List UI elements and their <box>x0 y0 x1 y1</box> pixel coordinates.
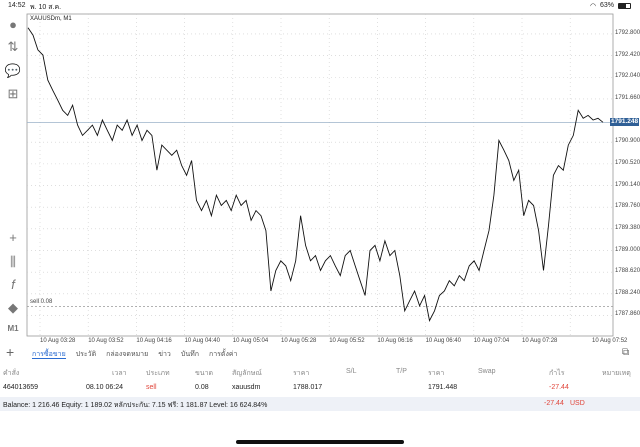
column-header-open-price[interactable]: ราคา <box>293 370 310 377</box>
chart-type-icon[interactable]: ⫼ <box>10 254 16 269</box>
status-bar: 14:52 พ. 10 ส.ค. ◠ 63% <box>0 0 640 12</box>
price-tick-label: 1787.860 <box>615 311 640 318</box>
column-header-price[interactable]: ราคา <box>428 370 445 377</box>
chat-icon[interactable]: 💬 <box>4 63 22 78</box>
time-tick-label: 10 Aug 05:52 <box>329 338 365 344</box>
price-tick-label: 1789.380 <box>615 224 640 231</box>
column-header-sl[interactable]: S/L <box>346 368 357 375</box>
time-tick-label: 10 Aug 06:40 <box>425 338 461 344</box>
terminal-tabs: + การซื้อขาย ประวัติ กล่องจดหมาย ข่าว บันทึก… <box>0 344 640 361</box>
cell-order: 464013659 <box>3 384 39 391</box>
cell-price: 1791.448 <box>428 384 458 391</box>
add-icon[interactable]: + <box>6 344 15 360</box>
time-tick-label: 10 Aug 04:16 <box>136 338 172 344</box>
total-profit: -27.44 <box>544 400 564 407</box>
price-tick-label: 1788.240 <box>615 289 640 296</box>
column-header-tp[interactable]: T/P <box>396 368 407 375</box>
column-header-symbol[interactable]: สัญลักษณ์ <box>232 370 262 377</box>
tab-trade[interactable]: การซื้อขาย <box>32 351 66 359</box>
cell-type: sell <box>146 384 157 391</box>
chart-frame <box>26 13 614 337</box>
column-header-time[interactable]: เวลา <box>112 370 127 377</box>
indicators-icon[interactable]: f <box>11 277 15 292</box>
price-tick-label: 1791.660 <box>615 94 640 101</box>
cell-time: 08.10 06:24 <box>86 384 123 391</box>
price-tick-label: 1788.620 <box>615 268 640 275</box>
column-header-type[interactable]: ประเภท <box>146 370 170 377</box>
time-tick-label: 10 Aug 03:52 <box>88 338 124 344</box>
price-tick-label: 1792.040 <box>615 73 640 80</box>
cell-volume: 0.08 <box>195 384 209 391</box>
cell-profit: -27.44 <box>549 384 569 391</box>
time-tick-label: 10 Aug 07:52 <box>592 338 628 344</box>
battery-icon <box>618 3 631 9</box>
current-price-tag: 1791.248 <box>610 118 640 127</box>
order-line-label: sell 0.08 <box>30 298 53 305</box>
cell-open-price: 1788.017 <box>293 384 323 391</box>
column-header-order[interactable]: คำสั่ง <box>3 370 20 377</box>
cell-symbol: xauusdm <box>232 384 261 391</box>
time-tick-label: 10 Aug 04:40 <box>184 338 220 344</box>
price-tick-label: 1790.140 <box>615 181 640 188</box>
account-icon[interactable]: ● <box>9 17 17 32</box>
tab-mailbox[interactable]: กล่องจดหมาย <box>106 351 149 358</box>
time-tick-label: 10 Aug 06:16 <box>377 338 413 344</box>
column-header-volume[interactable]: ขนาด <box>195 370 214 377</box>
time-tick-label: 10 Aug 03:28 <box>40 338 76 344</box>
price-tick-label: 1789.000 <box>615 246 640 253</box>
clock: 14:52 <box>8 2 26 9</box>
timeframe-button[interactable]: M1 <box>7 324 19 333</box>
tab-journal[interactable]: บันทึก <box>180 351 199 358</box>
price-tick-label: 1789.760 <box>615 203 640 210</box>
balance-bar: Balance: 1 216.46 Equity: 1 189.02 หลักป… <box>0 397 640 411</box>
wifi-icon: ◠ <box>590 3 597 10</box>
column-header-profit[interactable]: กำไร <box>549 370 565 377</box>
new-order-icon[interactable]: ⊞ <box>7 86 19 101</box>
tab-settings[interactable]: การตั้งค่า <box>208 351 238 358</box>
objects-icon[interactable]: ◆ <box>8 300 18 315</box>
currency: USD <box>570 400 585 407</box>
time-tick-label: 10 Aug 07:04 <box>473 338 510 344</box>
price-tick-label: 1792.420 <box>615 51 640 58</box>
tab-history[interactable]: ประวัติ <box>75 351 97 358</box>
battery-percent: 63% <box>600 2 615 9</box>
trade-icon[interactable]: ⇅ <box>7 39 19 54</box>
price-chart[interactable] <box>0 0 640 345</box>
price-tick-label: 1790.900 <box>615 138 640 145</box>
tab-news[interactable]: ข่าว <box>158 351 171 358</box>
price-series-line <box>27 27 604 322</box>
chart-panel[interactable]: ● ⇅ 💬 ⊞ + ⫼ f ◆ M1 <box>0 12 640 338</box>
time-tick-label: 10 Aug 07:28 <box>522 338 558 344</box>
crosshair-icon[interactable]: + <box>9 230 17 245</box>
symbol-label: XAUUSDm, M1 <box>30 16 72 22</box>
column-header-comment[interactable]: หมายเหตุ <box>602 370 631 377</box>
time-tick-label: 10 Aug 05:28 <box>281 338 317 344</box>
price-tick-label: 1790.520 <box>615 159 640 166</box>
price-tick-label: 1792.800 <box>615 29 640 36</box>
time-tick-label: 10 Aug 05:04 <box>232 338 269 344</box>
column-header-swap[interactable]: Swap <box>478 368 496 375</box>
date: พ. 10 ส.ค. <box>30 4 62 11</box>
layout-icon[interactable]: ⧉ <box>622 347 630 358</box>
home-indicator <box>236 440 404 444</box>
balance-text: Balance: 1 216.46 Equity: 1 189.02 หลักป… <box>3 402 268 409</box>
